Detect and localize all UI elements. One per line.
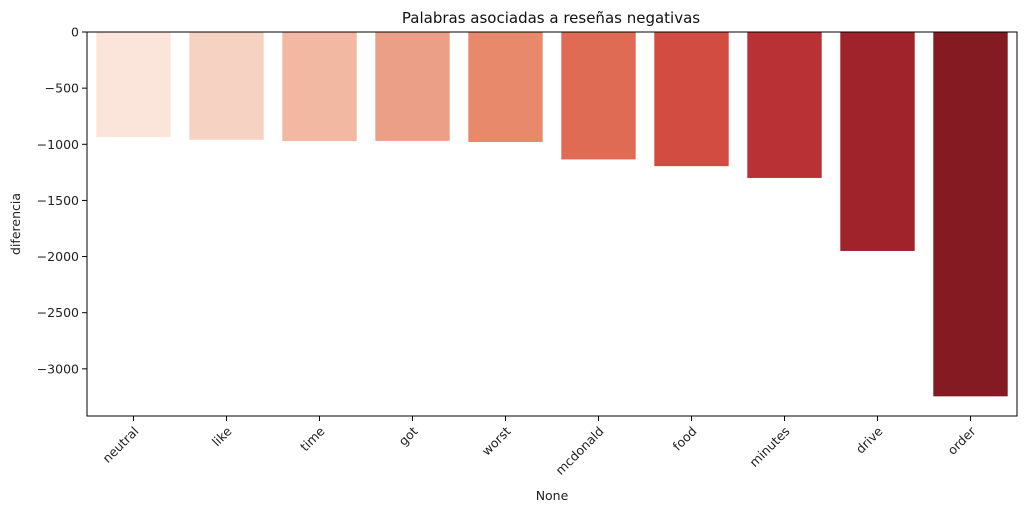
y-axis: 0 −500 −1000 −1500 −2000 −2500 −3000 bbox=[37, 25, 87, 376]
y-axis-label: diferencia bbox=[8, 193, 23, 255]
x-tick-label: drive bbox=[853, 423, 886, 456]
x-tick-label: like bbox=[209, 423, 235, 449]
x-axis: neutral like time got worst mcdonald food minut… bbox=[99, 416, 979, 478]
bar-drive bbox=[840, 32, 915, 251]
x-tick-label: order bbox=[944, 423, 979, 458]
bar-minutes bbox=[747, 32, 822, 178]
x-tick-label: time bbox=[297, 423, 328, 454]
x-tick-label: got bbox=[396, 423, 421, 448]
bar-mcdonald bbox=[561, 32, 636, 160]
chart-title: Palabras asociadas a reseñas negativas bbox=[402, 9, 700, 27]
y-tick-label: −2000 bbox=[37, 249, 79, 264]
bar-neutral bbox=[96, 32, 171, 137]
y-tick-label: −2500 bbox=[37, 305, 79, 320]
bar-worst bbox=[468, 32, 543, 143]
bar-time bbox=[282, 32, 357, 142]
y-tick-label: −1000 bbox=[37, 137, 79, 152]
bars-group bbox=[96, 32, 1008, 397]
plot-frame bbox=[86, 31, 1018, 417]
x-tick-label: neutral bbox=[99, 424, 141, 466]
x-axis-label: None bbox=[536, 488, 569, 503]
bar-order bbox=[933, 32, 1008, 397]
x-tick-label: food bbox=[669, 424, 699, 454]
x-tick-label: mcdonald bbox=[552, 424, 606, 478]
bar-like bbox=[189, 32, 264, 140]
y-tick-label: −3000 bbox=[37, 361, 79, 376]
x-tick-label: worst bbox=[479, 423, 514, 458]
y-tick-label: −500 bbox=[45, 81, 79, 96]
y-tick-label: −1500 bbox=[37, 193, 79, 208]
y-tick-label: 0 bbox=[71, 25, 79, 40]
x-tick-label: minutes bbox=[746, 424, 792, 470]
bar-got bbox=[375, 32, 450, 141]
bar-food bbox=[654, 32, 729, 167]
